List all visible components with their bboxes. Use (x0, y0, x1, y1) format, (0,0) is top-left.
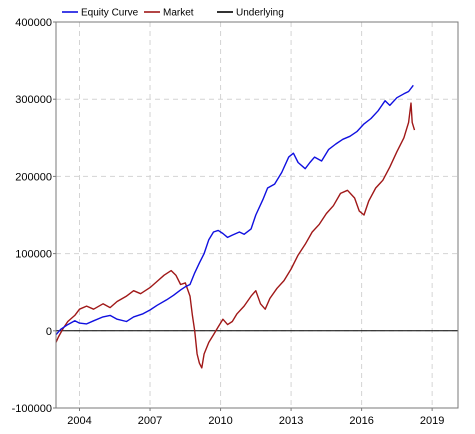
x-tick-label: 2013 (279, 415, 303, 427)
y-tick-label: 200000 (15, 171, 52, 183)
legend-label-equity-curve: Equity Curve (81, 8, 139, 19)
y-tick-label: 100000 (15, 249, 52, 261)
y-tick-label: -100000 (12, 403, 52, 415)
x-tick-label: 2010 (208, 415, 232, 427)
plot-frame (55, 21, 459, 409)
x-tick-label: 2016 (349, 415, 373, 427)
market-line (55, 102, 416, 369)
x-tick-label: 2004 (67, 415, 91, 427)
legend: Equity Curve Market Underlying (62, 8, 284, 19)
y-tick-label: 300000 (15, 94, 52, 106)
x-tick-label: 2019 (420, 415, 444, 427)
x-tick-label: 2007 (138, 415, 162, 427)
plot-area (56, 22, 458, 408)
equity-curve-line (55, 84, 414, 336)
axes: -100000 0 100000 200000 300000 400000 2004 2007… (12, 17, 445, 427)
y-tick-label: 400000 (15, 17, 52, 29)
legend-label-underlying: Underlying (236, 8, 284, 19)
legend-label-market: Market (163, 8, 194, 19)
series-layer (55, 84, 458, 369)
y-tick-label: 0 (46, 326, 52, 338)
